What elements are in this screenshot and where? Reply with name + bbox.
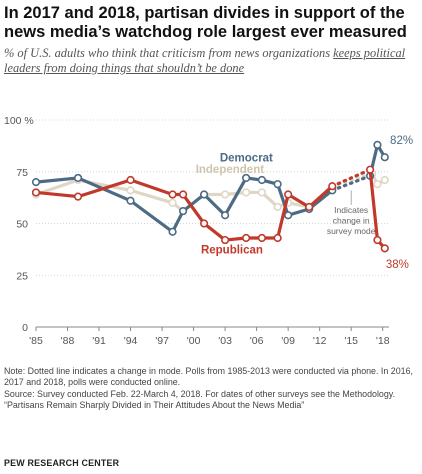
democrat-label: Democrat (220, 152, 273, 164)
democrat-point (73, 173, 83, 183)
independent-label: Independent (196, 164, 265, 176)
republican-point (380, 244, 389, 253)
republican-point (328, 182, 337, 191)
chart-title: In 2017 and 2018, partisan divides in su… (4, 4, 407, 41)
independent-point (257, 188, 266, 197)
y-tick-label: 0 (22, 322, 28, 334)
republican-point (365, 165, 375, 174)
democrat-point (178, 206, 188, 216)
organization-name: PEW RESEARCH CENTER (4, 458, 120, 468)
republican-point (242, 233, 251, 243)
independent-point (126, 186, 135, 195)
republican-point (305, 202, 314, 212)
republican-point (284, 190, 293, 199)
democrat-point (273, 180, 282, 189)
source-text: Source: Survey conducted Feb. 22-March 4… (4, 388, 396, 399)
republican-label: Republican (201, 245, 263, 257)
independent-point (380, 175, 389, 185)
democrat-point (284, 211, 293, 220)
line-chart: 0 25 50 75 100 % '85 '88 '91 '94 '97 '00 '03 '06 '09 '… (4, 115, 413, 347)
x-tick-label: '06 (250, 335, 264, 347)
subtitle-underlined-text: keeps political leaders from doing thing… (4, 46, 406, 75)
republican-point (73, 192, 83, 201)
republican-point (168, 190, 177, 199)
republican-point (257, 233, 266, 243)
republican-end-label: 38% (386, 259, 409, 271)
independent-point (273, 202, 282, 212)
x-tick-label: '03 (218, 335, 232, 347)
democrat-point (242, 173, 251, 183)
republican-point (221, 235, 230, 245)
republican-point (373, 235, 382, 245)
independent-point (242, 188, 251, 197)
report-title: “Partisans Remain Sharply Divided in The… (4, 400, 305, 411)
annotation-text: survey mode (327, 226, 376, 236)
x-tick-label: '12 (313, 335, 327, 347)
democrat-point (31, 177, 41, 187)
chart-subtitle: % of U.S. adults who think that criticis… (4, 46, 418, 76)
democrat-point (199, 190, 209, 199)
x-tick-label: '97 (155, 335, 169, 347)
democrat-line-mode-change (330, 174, 372, 192)
democrat-end-label: 82% (390, 135, 413, 147)
annotation-text: Indicates (334, 205, 368, 215)
y-tick-label: 25 (16, 270, 28, 282)
annotation-text: change in (333, 216, 370, 226)
x-tick-label: '15 (344, 335, 358, 347)
x-tick-label: '09 (281, 335, 295, 347)
republican-point (273, 233, 282, 243)
subtitle-text: % of U.S. adults who think that criticis… (4, 46, 334, 60)
democrat-point (373, 140, 382, 149)
x-tick-label: '88 (61, 335, 75, 347)
independent-point (373, 180, 382, 189)
x-tick-label: '85 (29, 335, 43, 347)
republican-point (199, 219, 209, 228)
x-tick-label: '00 (187, 335, 201, 347)
republican-point (31, 188, 41, 197)
y-tick-label: 75 (16, 167, 28, 179)
democrat-point (257, 175, 266, 185)
democrat-point (168, 227, 177, 236)
republican-point (126, 175, 135, 185)
independent-point (221, 190, 230, 199)
note-text: Note: Dotted line indicates a change in … (4, 366, 414, 388)
independent-point (168, 198, 177, 207)
chart-notes: Note: Dotted line indicates a change in … (4, 366, 418, 412)
democrat-point (126, 196, 135, 205)
republican-line-mode-change (330, 168, 372, 188)
democrat-point (221, 211, 230, 220)
democrat-point (380, 153, 389, 162)
x-tick-label: '18 (376, 335, 390, 347)
x-tick-label: '94 (124, 335, 138, 347)
x-tick-label: '91 (92, 335, 106, 347)
y-tick-label: 50 (16, 219, 28, 231)
y-tick-label: 100 % (4, 115, 34, 127)
republican-point (178, 190, 188, 199)
